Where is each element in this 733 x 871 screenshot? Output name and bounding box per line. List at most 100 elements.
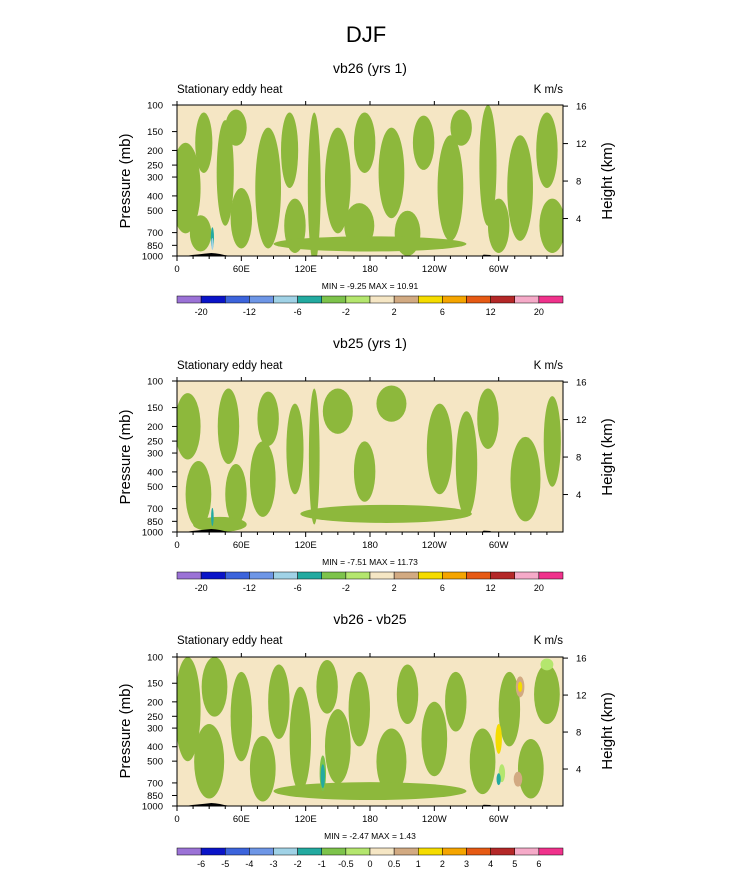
colorbar-box [321,295,347,304]
contour-region [536,112,558,189]
x-tick-label: 120E [295,264,317,275]
units-label: K m/s [534,84,564,96]
contour-region [273,236,467,252]
left-subtitle: Stationary eddy heat [177,84,283,96]
colorbar-label: 5 [512,859,517,869]
y-tick-label: 150 [147,127,163,138]
y-tick-label: 850 [147,791,163,802]
y2-tick-label: 12 [576,691,587,702]
contour-region [426,403,453,495]
x-tick-label: 120W [422,264,447,275]
y2-tick-label: 4 [576,765,581,776]
colorbar-box [514,295,540,304]
y-axis-label: Pressure (mb) [117,409,134,504]
colorbar-box [225,295,250,304]
colorbar-box [345,295,371,304]
colorbar-label: -2 [342,307,350,317]
x-tick-label: 60W [489,540,509,551]
contour-region [487,198,510,253]
colorbar-label: -6 [197,859,205,869]
colorbar-box [200,295,226,304]
x-tick-label: 0 [174,540,179,551]
contour-region [477,388,499,449]
colorbar-label: 6 [536,859,541,869]
y2-tick-label: 8 [576,177,581,188]
plot-area [177,105,563,256]
topography-asia [185,803,231,806]
colorbar-label: -6 [294,307,302,317]
contour-region [211,507,214,526]
colorbar-box [176,847,202,856]
y-tick-label: 100 [147,377,163,388]
panel-title: vb26 - vb25 [333,611,406,627]
contour-region [450,109,472,146]
colorbar-box [466,571,491,580]
contour-region [421,701,448,777]
colorbar-box [249,295,274,304]
y2-tick-label: 12 [576,415,587,426]
y-tick-label: 1000 [142,252,163,263]
colorbar-label: -6 [294,583,302,593]
contour-region [307,112,321,256]
colorbar-box [514,571,540,580]
contour-region [216,120,234,226]
y-tick-label: 1000 [142,802,163,813]
colorbar-box [176,295,202,304]
y-tick-label: 700 [147,778,163,789]
y-tick-label: 250 [147,437,163,448]
y-tick-label: 400 [147,742,163,753]
y2-tick-label: 4 [576,214,581,225]
colorbar-box [345,847,371,856]
contour-region [230,671,253,762]
contour-region [286,403,304,495]
y2-tick-label: 4 [576,490,581,501]
colorbar-box [538,847,564,856]
left-subtitle: Stationary eddy heat [177,360,283,372]
colorbar-box [345,571,371,580]
y-tick-label: 400 [147,191,163,202]
colorbar-box [442,847,467,856]
y2-tick-label: 16 [576,378,587,389]
colorbar-label: 20 [534,583,544,593]
contour-region [230,188,253,249]
y-tick-label: 850 [147,517,163,528]
colorbar-label: 6 [440,583,445,593]
colorbar-label: 4 [488,859,493,869]
contour-region [445,671,467,732]
contour-region [353,441,376,502]
colorbar-box [249,571,274,580]
y-tick-label: 100 [147,653,163,664]
colorbar-label: -0.5 [338,859,354,869]
contour-region [324,127,351,234]
x-tick-label: 60E [233,540,250,551]
y-tick-label: 100 [147,101,163,112]
colorbar-label: -3 [269,859,277,869]
contour-region [412,115,435,170]
y-tick-label: 500 [147,757,163,768]
panel-vb26: vb26 (yrs 1) Stationary eddy heat K m/s … [117,60,616,317]
colorbar-box [225,847,250,856]
colorbar-box [321,571,347,580]
y-axis-label: Pressure (mb) [117,683,134,778]
y-tick-label: 1000 [142,528,163,539]
units-label: K m/s [534,635,564,647]
y2-tick-label: 16 [576,102,587,113]
contour-region [496,773,501,786]
colorbar-box [200,571,226,580]
contour-region [308,388,320,525]
colorbar-label: 0 [367,859,372,869]
y-tick-label: 200 [147,697,163,708]
colorbar-box [418,295,443,304]
y-tick-label: 200 [147,146,163,157]
contour-region [225,109,247,146]
y2-tick-label: 16 [576,654,587,665]
colorbar-box [176,571,202,580]
colorbar-box [369,571,395,580]
y2-axis-label: Height (km) [599,142,616,220]
y-tick-label: 300 [147,173,163,184]
contour-region [320,764,325,789]
colorbar-box [273,571,298,580]
